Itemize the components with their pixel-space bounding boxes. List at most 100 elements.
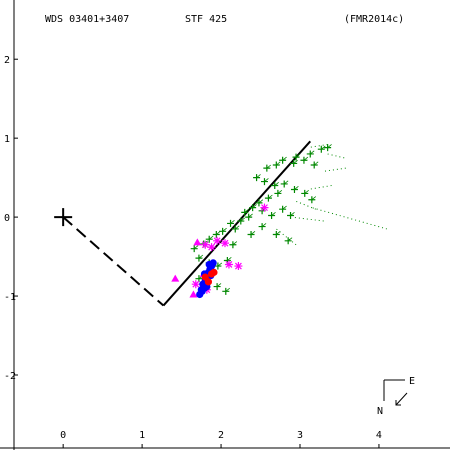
residual-tick bbox=[193, 245, 199, 249]
residual-tick bbox=[327, 144, 332, 148]
residual-tick bbox=[287, 237, 293, 242]
micrometric-point bbox=[287, 212, 295, 220]
asterisk-point bbox=[260, 203, 269, 212]
micrometric-point bbox=[195, 254, 203, 262]
micrometric-point bbox=[300, 156, 308, 164]
residual-line bbox=[307, 185, 332, 190]
residual-tick bbox=[276, 231, 281, 235]
header-orbit-ref: (FMR2014c) bbox=[344, 14, 404, 25]
residual-tick bbox=[304, 189, 309, 194]
residual-tick bbox=[276, 161, 281, 166]
micrometric-point bbox=[308, 196, 316, 204]
residual-tick bbox=[313, 161, 319, 166]
motion-arrow bbox=[395, 392, 408, 406]
y-tick-label: 1 bbox=[4, 134, 10, 145]
residual-tick bbox=[256, 174, 261, 178]
observations-layer bbox=[171, 143, 387, 299]
micrometric-point bbox=[317, 145, 325, 153]
residual-line bbox=[311, 207, 387, 230]
residual-tick bbox=[258, 199, 264, 204]
y-tick-label: 0 bbox=[4, 213, 10, 224]
residual-tick bbox=[303, 156, 309, 161]
residual-tick bbox=[282, 156, 287, 161]
micrometric-point bbox=[263, 164, 271, 172]
residual-tick bbox=[235, 225, 240, 230]
x-tick-label: 0 bbox=[60, 430, 66, 441]
micrometric-point bbox=[258, 223, 266, 231]
residual-line bbox=[292, 216, 324, 222]
micrometric-point bbox=[222, 287, 230, 295]
residual-tick bbox=[240, 217, 245, 222]
micrometric-point bbox=[290, 159, 298, 167]
micrometric-point bbox=[212, 230, 220, 238]
residual-tick bbox=[282, 205, 287, 210]
y-tick-label: 2 bbox=[4, 55, 10, 66]
x-tick-label: 4 bbox=[376, 430, 382, 441]
residual-tick bbox=[268, 194, 273, 199]
micrometric-point bbox=[214, 262, 222, 270]
tick-marks bbox=[14, 58, 380, 448]
residual-tick bbox=[311, 196, 317, 201]
speckle-point bbox=[209, 259, 217, 267]
residual-line bbox=[307, 143, 328, 149]
header-discoverer: STF 425 bbox=[185, 14, 227, 25]
x-tick-label: 2 bbox=[218, 430, 224, 441]
residual-tick bbox=[208, 235, 214, 240]
x-tick-label: 3 bbox=[297, 430, 303, 441]
residual-tick bbox=[321, 145, 326, 150]
micrometric-point bbox=[272, 230, 280, 238]
compass-north-label: N bbox=[377, 406, 383, 417]
triangle-point bbox=[189, 290, 198, 298]
triangle-point bbox=[193, 238, 202, 246]
residual-tick bbox=[216, 231, 221, 235]
residual-tick bbox=[271, 212, 276, 216]
residual-tick bbox=[294, 186, 299, 190]
micrometric-point bbox=[264, 194, 272, 202]
micrometric-point bbox=[213, 283, 221, 291]
residual-tick bbox=[244, 208, 249, 213]
interferometric-point bbox=[204, 278, 213, 286]
micrometric-point bbox=[255, 199, 263, 207]
y-tick-label: -2 bbox=[4, 371, 16, 382]
micrometric-point bbox=[195, 275, 203, 283]
residual-tick bbox=[266, 164, 272, 169]
residual-tick bbox=[232, 241, 238, 246]
residual-tick bbox=[217, 262, 223, 267]
asterisk-point bbox=[234, 262, 243, 271]
residual-tick bbox=[261, 223, 267, 227]
motion-arrow-head bbox=[395, 400, 401, 406]
residual-tick bbox=[290, 212, 295, 216]
residual-line bbox=[327, 153, 345, 159]
residual-tick bbox=[310, 150, 315, 155]
residual-tick bbox=[250, 231, 256, 235]
asterisk-point bbox=[221, 239, 229, 248]
residual-tick bbox=[274, 182, 279, 186]
orbit-track bbox=[162, 140, 312, 307]
residual-tick bbox=[216, 283, 222, 287]
residual-tick bbox=[230, 219, 235, 224]
x-tick-label: 1 bbox=[139, 430, 145, 441]
residual-tick bbox=[252, 204, 257, 208]
residual-tick bbox=[248, 213, 253, 218]
residual-tick bbox=[264, 178, 269, 182]
tick-labels: 0 1 2 3 4 -2 -1 0 1 2 bbox=[4, 55, 382, 441]
residual-line bbox=[276, 228, 297, 246]
micrometric-point bbox=[253, 174, 261, 182]
residual-tick bbox=[222, 227, 227, 232]
speckle-point bbox=[197, 286, 205, 294]
asterisk-point bbox=[201, 240, 210, 249]
residual-tick bbox=[283, 180, 289, 185]
residual-line bbox=[323, 167, 346, 172]
line-of-nodes bbox=[62, 216, 165, 307]
residual-tick bbox=[277, 189, 283, 194]
asterisk-point bbox=[224, 260, 233, 269]
micrometric-point bbox=[237, 217, 245, 225]
triangle-point bbox=[171, 274, 180, 282]
compass: E N bbox=[377, 376, 415, 417]
interferometric-point bbox=[210, 268, 218, 276]
residual-tick bbox=[295, 153, 301, 158]
header-star-id: WDS 03401+3407 bbox=[45, 14, 129, 25]
orbit-layer bbox=[54, 140, 312, 307]
